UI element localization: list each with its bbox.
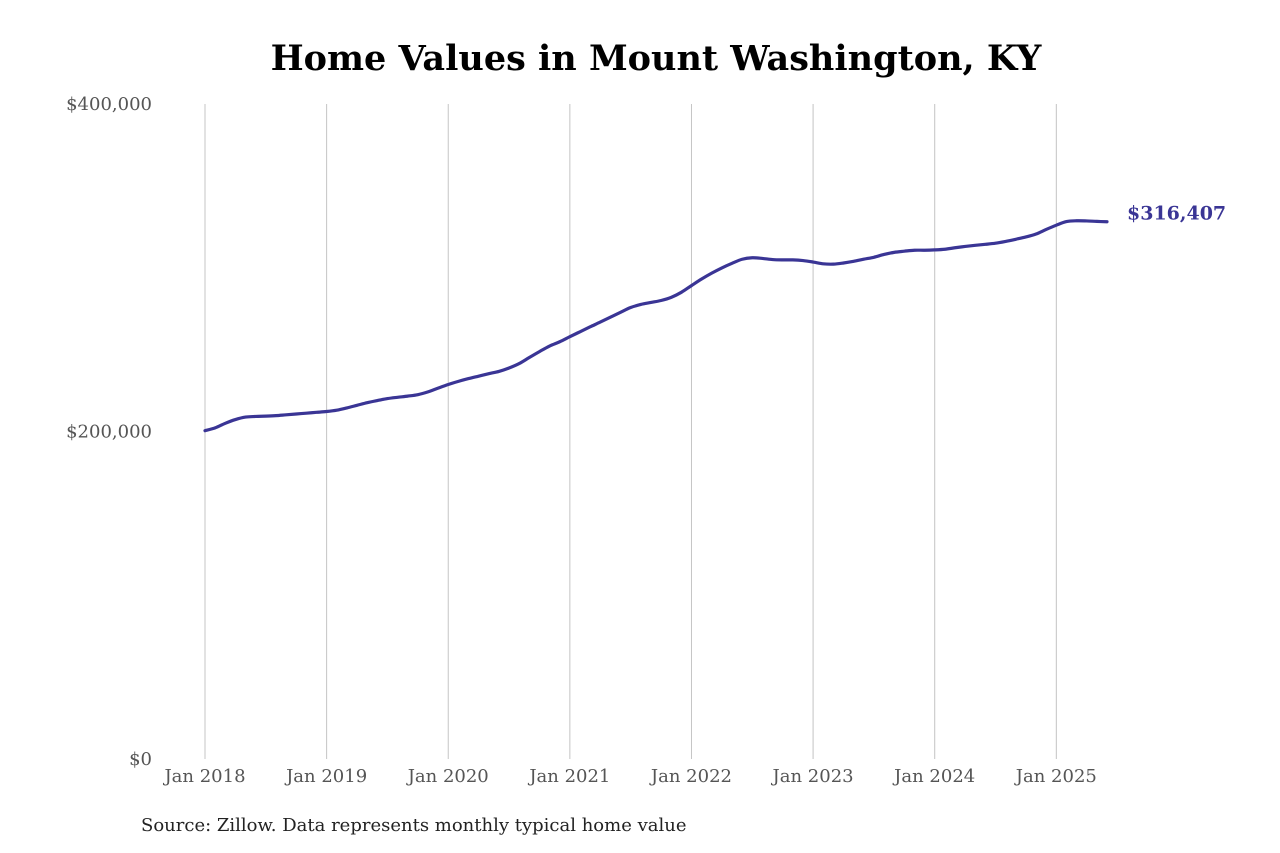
x-tick-label-2025-01: Jan 2025	[1014, 766, 1097, 787]
end-value-label: $316,407	[1127, 203, 1226, 225]
x-tick-label-2024-01: Jan 2024	[892, 766, 975, 787]
x-tick-label-2023-01: Jan 2023	[771, 766, 854, 787]
x-axis-tick-labels: Jan 2018 Jan 2019 Jan 2020 Jan 2021 Jan 2022…	[162, 766, 1096, 787]
y-tick-label-0: $0	[129, 749, 152, 770]
chart-source-note: Source: Zillow. Data represents monthly …	[141, 815, 687, 836]
x-tick-label-2019-01: Jan 2019	[284, 766, 367, 787]
grid-lines	[204, 104, 1057, 759]
series-line-0	[203, 219, 1109, 433]
chart-title: Home Values in Mount Washington, KY	[270, 38, 1042, 79]
x-tick-label-2022-01: Jan 2022	[649, 766, 732, 787]
y-tick-label-400000: $400,000	[66, 94, 152, 115]
y-axis-tick-labels: $0 $200,000 $400,000	[66, 94, 152, 770]
y-tick-label-200000: $200,000	[66, 422, 152, 443]
x-tick-label-2020-01: Jan 2020	[406, 766, 489, 787]
x-tick-label-2021-01: Jan 2021	[527, 766, 610, 787]
series-layer	[203, 219, 1109, 433]
x-tick-label-2018-01: Jan 2018	[162, 766, 245, 787]
end-label-layer: $316,407	[1127, 203, 1226, 225]
